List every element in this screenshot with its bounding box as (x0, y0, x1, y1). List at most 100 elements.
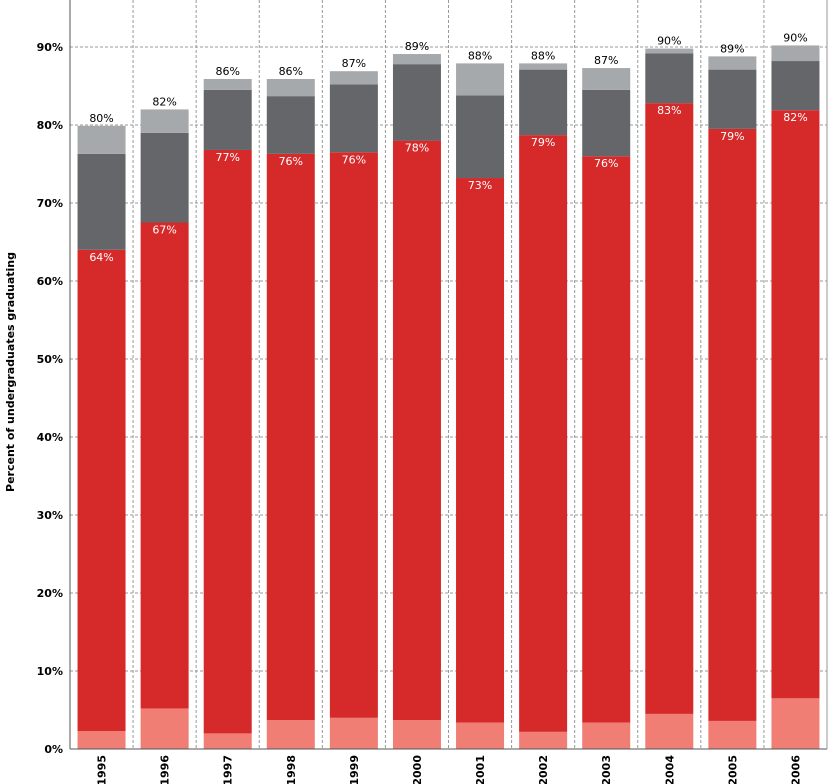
y-tick-label: 40% (37, 431, 63, 444)
bar-segment (708, 128, 757, 721)
bar-segment (519, 63, 568, 70)
data-label-inner: 76% (279, 155, 303, 168)
bar-segment (582, 68, 631, 90)
y-tick-label: 70% (37, 197, 63, 210)
data-label-inner: 77% (215, 151, 239, 164)
bar-segment (203, 733, 252, 749)
data-labels: 64% 80% 67% 82% 77% 86% 76% 86% 76% 87% 78% 89% 73% 8… (89, 31, 807, 263)
data-label-total: 86% (215, 65, 239, 78)
y-tick-label: 90% (37, 41, 63, 54)
x-tick-label: 2002 (537, 755, 550, 784)
data-label-total: 90% (783, 31, 807, 44)
data-label-inner: 83% (657, 104, 681, 117)
data-label-inner: 76% (342, 153, 366, 166)
bar-segment (519, 69, 568, 136)
x-tick-label: 1995 (96, 755, 109, 784)
bar-segment (140, 708, 189, 749)
bar-segment (140, 222, 189, 709)
bar-segment (519, 731, 568, 749)
x-tick-label: 2005 (726, 755, 739, 784)
bar-segment (329, 717, 378, 749)
x-tick-label: 1998 (285, 755, 298, 784)
bar-segment (77, 125, 126, 154)
bar-segment (140, 132, 189, 223)
x-tick-label: 2000 (411, 755, 424, 784)
bar-segment (77, 153, 126, 250)
bar-segment (708, 56, 757, 70)
axes: 0% 10% 20% 30% 40% 50% 60% 70% 80% 90% 1995 1996 199… (37, 0, 828, 784)
bar-segment (77, 731, 126, 749)
bar-segment (77, 249, 126, 732)
bar-segment (771, 698, 820, 749)
data-label-total: 89% (405, 40, 429, 53)
data-label-total: 89% (720, 42, 744, 55)
data-label-inner: 73% (468, 179, 492, 192)
data-label-total: 88% (531, 49, 555, 62)
bars (77, 45, 820, 749)
bar-segment (582, 89, 631, 157)
bar-segment (456, 95, 505, 179)
bar-segment (392, 140, 441, 721)
x-tick-label: 2003 (600, 755, 613, 784)
bar-segment (392, 720, 441, 749)
bar-segment (771, 61, 820, 111)
bar-segment (645, 53, 694, 104)
bar-segment (456, 63, 505, 96)
gridlines (70, 0, 827, 749)
bar-segment (203, 78, 252, 90)
bar-segment (392, 64, 441, 141)
y-axis-label: Percent of undergraduates graduating (4, 252, 17, 492)
bar-segment (771, 110, 820, 699)
bar-segment (266, 96, 315, 154)
y-tick-label: 80% (37, 119, 63, 132)
data-label-inner: 76% (594, 157, 618, 170)
bar-segment (329, 71, 378, 85)
bar-segment (645, 103, 694, 714)
data-label-inner: 64% (89, 251, 113, 264)
bar-segment (456, 178, 505, 723)
bar-segment (329, 84, 378, 153)
x-tick-label: 2001 (474, 755, 487, 784)
bar-segment (519, 135, 568, 732)
y-tick-label: 50% (37, 353, 63, 366)
data-label-total: 90% (657, 35, 681, 48)
bar-segment (392, 54, 441, 65)
bar-segment (203, 89, 252, 150)
bar-segment (456, 722, 505, 749)
bar-segment (582, 156, 631, 723)
data-label-inner: 79% (720, 130, 744, 143)
bar-segment (771, 45, 820, 62)
data-label-inner: 78% (405, 142, 429, 155)
data-label-total: 80% (89, 112, 113, 125)
x-tick-label: 1996 (159, 755, 172, 784)
data-label-total: 86% (279, 65, 303, 78)
bar-segment (708, 69, 757, 129)
y-tick-label: 30% (37, 509, 63, 522)
x-tick-label: 1999 (348, 755, 361, 784)
bar-segment (645, 713, 694, 749)
data-label-total: 87% (594, 54, 618, 67)
bar-segment (582, 722, 631, 749)
y-tick-label: 60% (37, 275, 63, 288)
x-tick-label: 2004 (663, 755, 676, 784)
bar-segment (140, 109, 189, 133)
data-label-total: 87% (342, 57, 366, 70)
x-tick-label: 1997 (222, 755, 235, 784)
bar-segment (708, 720, 757, 749)
bar-segment (203, 149, 252, 734)
data-label-inner: 79% (531, 136, 555, 149)
data-label-inner: 82% (783, 111, 807, 124)
bar-segment (266, 153, 315, 721)
y-tick-label: 10% (37, 665, 63, 678)
bar-segment (329, 152, 378, 718)
data-label-inner: 67% (152, 224, 176, 237)
x-tick-label: 2006 (789, 755, 802, 784)
bar-segment (266, 720, 315, 749)
bar-segment (645, 48, 694, 54)
data-label-total: 88% (468, 49, 492, 62)
data-label-total: 82% (152, 95, 176, 108)
y-tick-label: 20% (37, 587, 63, 600)
bar-segment (266, 78, 315, 97)
y-tick-label: 0% (44, 743, 63, 756)
